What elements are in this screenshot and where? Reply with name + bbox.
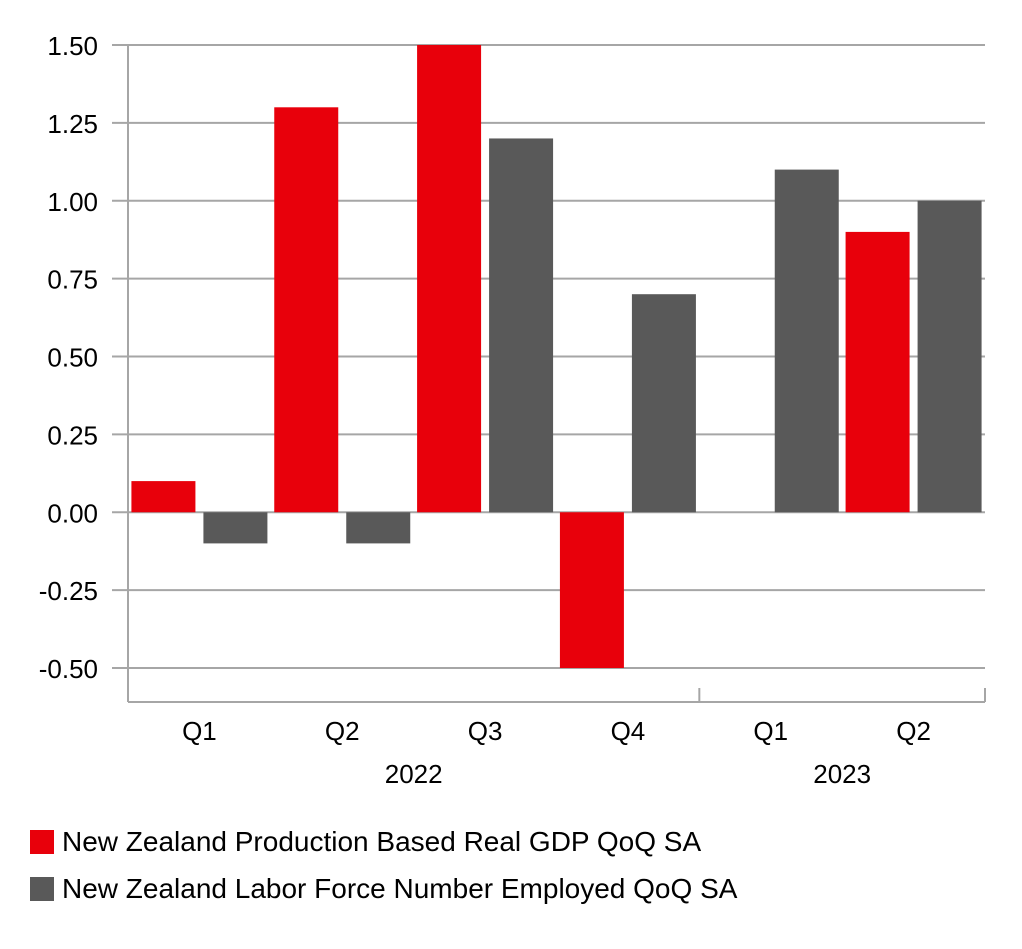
x-axis-labels: Q1 Q2 Q3 Q4 Q1 Q2 2022 2023 — [182, 716, 931, 789]
legend: New Zealand Production Based Real GDP Qo… — [30, 818, 737, 912]
bar-chart: 1.50 1.25 1.00 0.75 0.50 0.25 0.00 -0.25 -0.50 Q… — [39, 31, 986, 789]
y-tick-label: 0.25 — [47, 420, 98, 450]
bar-employment — [917, 200, 982, 513]
y-tick-label: 1.00 — [47, 187, 98, 217]
y-tick-label: 0.50 — [47, 343, 98, 373]
legend-item-employment: New Zealand Labor Force Number Employed … — [30, 865, 737, 912]
y-tick-label: 0.00 — [47, 498, 98, 528]
bar-employment — [203, 512, 268, 544]
y-axis-ticks: 1.50 1.25 1.00 0.75 0.50 0.25 0.00 -0.25 -0.50 — [39, 31, 128, 684]
bar-employment — [631, 294, 696, 513]
x-tick-label: Q4 — [611, 716, 646, 746]
y-tick-label: 0.75 — [47, 265, 98, 295]
bar-gdp — [845, 231, 910, 513]
legend-label-gdp: New Zealand Production Based Real GDP Qo… — [62, 825, 702, 857]
x-tick-label: Q1 — [182, 716, 217, 746]
x-tick-label: Q2 — [896, 716, 931, 746]
legend-item-gdp: New Zealand Production Based Real GDP Qo… — [30, 818, 737, 865]
bar-gdp — [274, 107, 339, 513]
legend-swatch-employment — [30, 876, 54, 901]
x-tick-label: Q2 — [325, 716, 360, 746]
x-group-label: 2022 — [385, 759, 443, 789]
y-tick-label: -0.50 — [39, 654, 98, 684]
bar-gdp — [559, 512, 624, 668]
bars — [131, 45, 982, 668]
x-tick-label: Q3 — [468, 716, 503, 746]
x-tick-label: Q1 — [753, 716, 788, 746]
bar-employment — [489, 138, 554, 513]
y-tick-label: 1.25 — [47, 109, 98, 139]
x-group-label: 2023 — [813, 759, 871, 789]
axes — [127, 45, 986, 703]
bar-gdp — [417, 45, 482, 513]
legend-label-employment: New Zealand Labor Force Number Employed … — [62, 872, 738, 904]
legend-swatch-gdp — [30, 829, 54, 854]
y-tick-label: -0.25 — [39, 576, 98, 606]
y-tick-label: 1.50 — [47, 31, 98, 61]
bar-employment — [774, 169, 839, 513]
gridlines — [128, 44, 985, 669]
bar-employment — [346, 512, 411, 544]
bar-gdp — [131, 481, 196, 513]
